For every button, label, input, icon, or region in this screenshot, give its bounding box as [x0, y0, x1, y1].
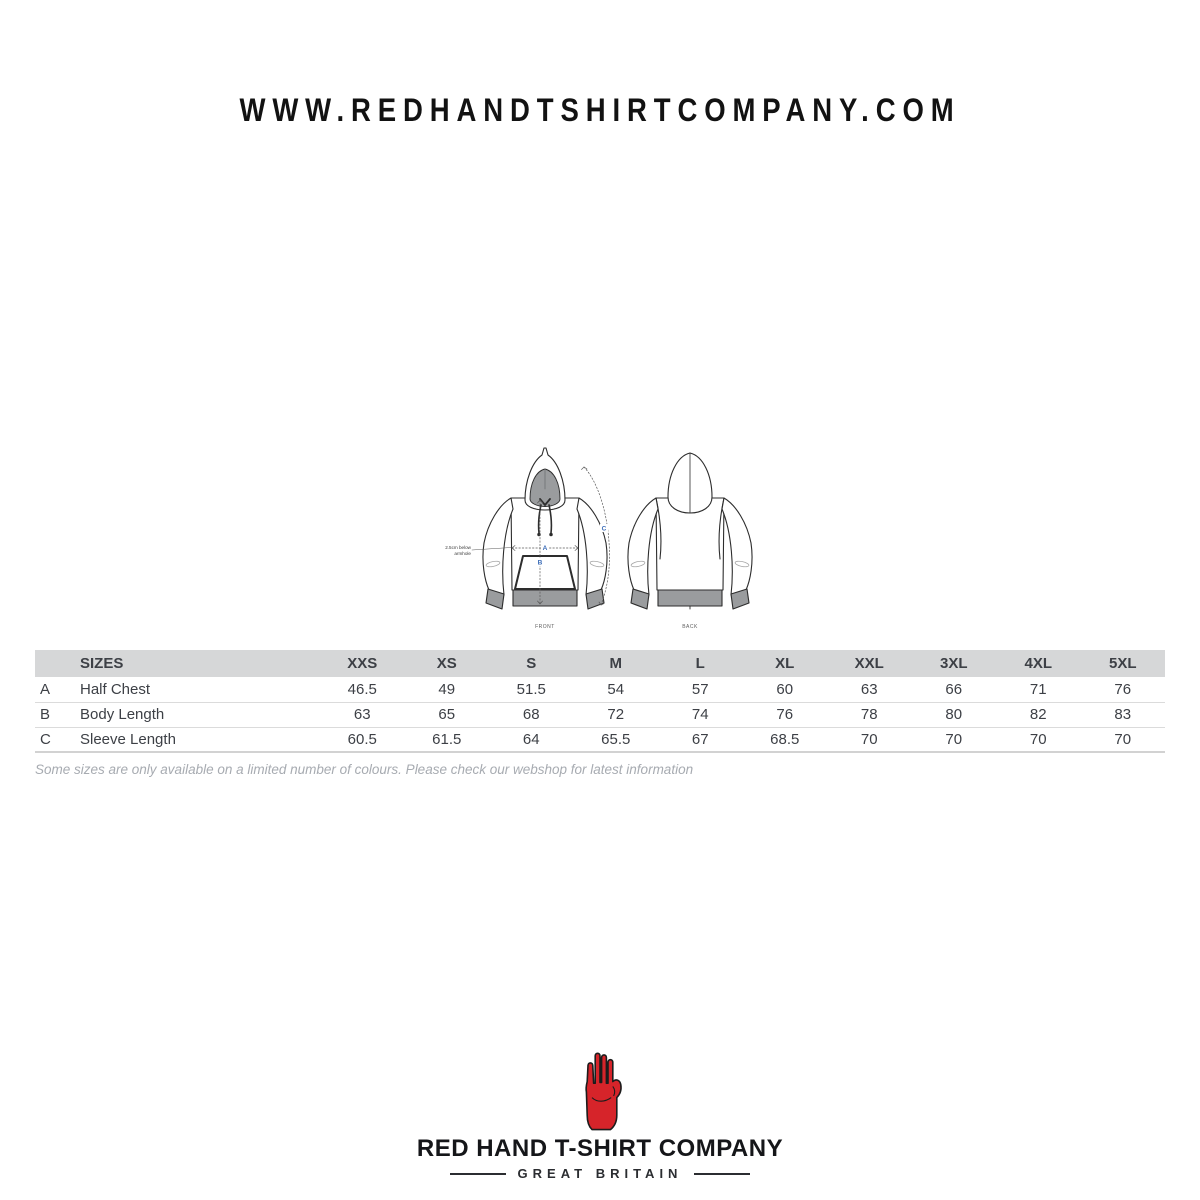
cell-value: 65.5	[573, 727, 658, 753]
tagline-rule-right	[694, 1172, 751, 1175]
header-size-xxl: XXL	[827, 650, 912, 677]
red-hand-icon	[585, 1052, 622, 1131]
measurement-letter-labels: A B C	[536, 524, 608, 567]
hoodie-back-view	[627, 452, 753, 610]
cell-value: 67	[658, 727, 743, 753]
size-table: SIZES XXS XS S M L XL XXL 3XL 4XL 5XL A …	[35, 650, 1165, 753]
cell-value: 57	[658, 677, 743, 703]
row-label: Half Chest	[80, 677, 320, 703]
row-label: Sleeve Length	[80, 727, 320, 753]
cell-value: 64	[489, 727, 574, 753]
header-size-xl: XL	[742, 650, 827, 677]
table-row-half-chest: A Half Chest 46.5 49 51.5 54 57 60 63 66…	[35, 677, 1165, 703]
back-view-caption: BACK	[682, 624, 698, 630]
company-name: RED HAND T-SHIRT COMPANY	[416, 1135, 784, 1162]
header-size-s: S	[489, 650, 574, 677]
back-right-cuff	[730, 588, 750, 610]
annotation-line-1: 2.5cm below	[445, 545, 471, 550]
cell-value: 78	[827, 702, 912, 728]
hoodie-technical-drawing: A B C 2.5cm below armhole FRONT BACK	[445, 447, 753, 630]
table-row-body-length: B Body Length 63 65 68 72 74 76 78 80 82…	[35, 702, 1165, 728]
measurement-lines-front	[471, 466, 610, 606]
drawstring-right	[548, 504, 553, 534]
cell-value: 80	[911, 702, 996, 728]
cell-value: 70	[911, 727, 996, 753]
back-left-cuff	[630, 588, 650, 610]
size-table-header-row: SIZES XXS XS S M L XL XXL 3XL 4XL 5XL	[35, 650, 1165, 677]
cell-value: 54	[573, 677, 658, 703]
cell-value: 82	[996, 702, 1081, 728]
website-url: WWW.REDHANDTSHIRTCOMPANY.COM	[239, 92, 961, 128]
table-row-sleeve-length: C Sleeve Length 60.5 61.5 64 65.5 67 68.…	[35, 727, 1165, 753]
cell-value: 76	[742, 702, 827, 728]
header-size-4xl: 4XL	[996, 650, 1081, 677]
hoodie-front-view	[482, 447, 608, 610]
availability-footnote: Some sizes are only available on a limit…	[35, 762, 694, 777]
cell-value: 63	[827, 677, 912, 703]
cell-value: 49	[404, 677, 489, 703]
header-size-m: M	[573, 650, 658, 677]
kangaroo-pocket	[514, 555, 576, 590]
cell-value: 68.5	[742, 727, 827, 753]
header-size-xxs: XXS	[320, 650, 405, 677]
cell-value: 68	[489, 702, 574, 728]
cell-value: 61.5	[404, 727, 489, 753]
measure-line-c	[583, 466, 610, 606]
drawstring-left	[537, 504, 542, 534]
cell-value: 74	[658, 702, 743, 728]
row-key: C	[35, 727, 80, 753]
cell-value: 60.5	[320, 727, 405, 753]
cell-value: 46.5	[320, 677, 405, 703]
armhole-annotation: 2.5cm below armhole	[445, 545, 471, 556]
cell-value: 70	[996, 727, 1081, 753]
header-size-l: L	[658, 650, 743, 677]
cell-value: 70	[1080, 727, 1165, 753]
cell-value: 70	[827, 727, 912, 753]
row-key: A	[35, 677, 80, 703]
cell-value: 83	[1080, 702, 1165, 728]
size-table-container: SIZES XXS XS S M L XL XXL 3XL 4XL 5XL A …	[35, 650, 1165, 753]
front-view-caption: FRONT	[535, 624, 555, 630]
cell-value: 51.5	[489, 677, 574, 703]
cell-value: 63	[320, 702, 405, 728]
front-left-cuff	[485, 588, 505, 610]
row-label: Body Length	[80, 702, 320, 728]
cell-value: 71	[996, 677, 1081, 703]
cell-value: 65	[404, 702, 489, 728]
tagline-row: GREAT BRITAIN	[449, 1166, 751, 1181]
cell-value: 66	[911, 677, 996, 703]
cell-value: 72	[573, 702, 658, 728]
annotation-line-2: armhole	[454, 551, 471, 556]
header-size-5xl: 5XL	[1080, 650, 1165, 677]
tagline-text: GREAT BRITAIN	[517, 1166, 683, 1181]
measure-label-a: A	[543, 545, 548, 552]
company-logo: RED HAND T-SHIRT COMPANY GREAT BRITAIN	[0, 1048, 1200, 1181]
annotation-pointer-line	[471, 547, 512, 551]
measure-label-c: C	[602, 526, 607, 533]
header-sizes-label: SIZES	[80, 650, 320, 677]
tagline-rule-left	[449, 1172, 506, 1175]
cell-value: 60	[742, 677, 827, 703]
back-waistband	[657, 589, 723, 607]
header-size-3xl: 3XL	[911, 650, 996, 677]
front-waistband	[512, 589, 578, 607]
cell-value: 76	[1080, 677, 1165, 703]
row-key: B	[35, 702, 80, 728]
measure-label-b: B	[538, 560, 543, 567]
header-letter-cell	[35, 650, 80, 677]
header-size-xs: XS	[404, 650, 489, 677]
